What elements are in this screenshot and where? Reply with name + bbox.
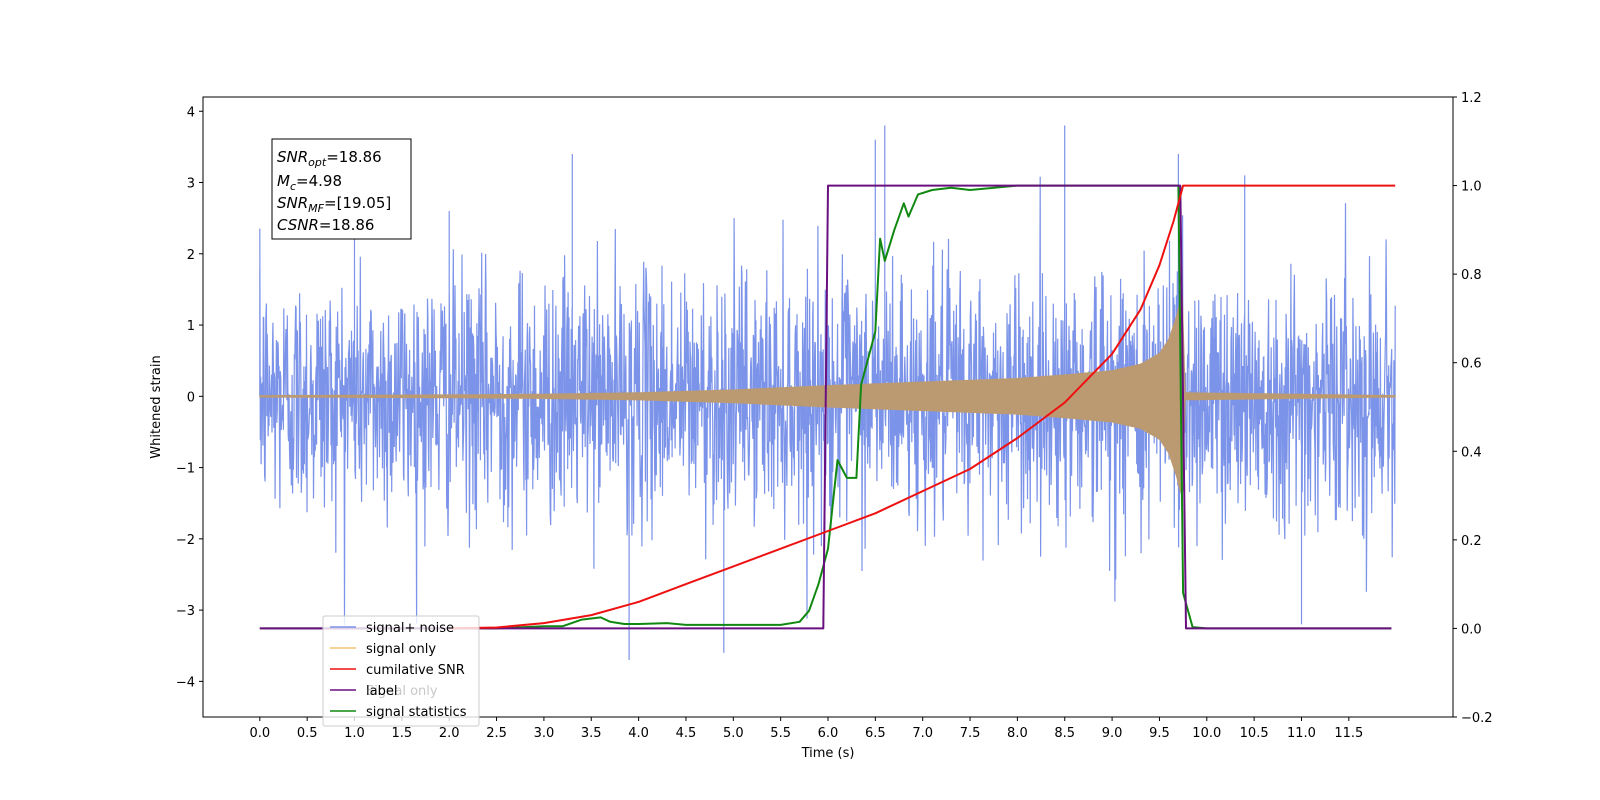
x-tick-label: 11.5 (1334, 726, 1363, 741)
x-tick-label: 11.0 (1287, 726, 1316, 741)
y-axis-right: 1.2 1.0 0.8 0.6 0.4 0.2 0.0 −0.2 (1453, 91, 1493, 726)
x-tick-label: 3.5 (581, 726, 602, 741)
x-tick-label: 6.0 (818, 726, 839, 741)
x-tick-label: 4.5 (676, 726, 697, 741)
legend-item-label: label (330, 684, 397, 699)
y-right-tick-label: 0.0 (1461, 622, 1482, 637)
y-left-tick-label: 3 (187, 177, 195, 192)
annotation-mc: Mc=4.98 (277, 172, 342, 193)
x-tick-label: 2.0 (439, 726, 460, 741)
annotation-box: SNRopt=18.86 Mc=4.98 SNRMF=[19.05] CSNR=… (271, 138, 412, 240)
y-right-tick-label: 1.2 (1461, 91, 1482, 106)
series-signal-only (259, 295, 1396, 497)
line-label (259, 184, 1392, 630)
y-right-tick-label: −0.2 (1461, 711, 1493, 726)
x-tick-label: 0.0 (249, 726, 270, 741)
x-tick-label: 8.5 (1054, 726, 1075, 741)
legend-item-cumilative-snr: cumilative SNR (330, 663, 465, 678)
y-left-tick-label: 0 (187, 390, 195, 405)
line-signal-only (259, 295, 1396, 497)
y-left-tick-label: −1 (176, 462, 195, 477)
svg-text:signal+ noise: signal+ noise (366, 621, 454, 636)
y-right-tick-label: 1.0 (1461, 180, 1482, 195)
svg-text:signal statistics: signal statistics (366, 705, 467, 720)
annotation-snr-mf: SNRMF=[19.05] (277, 194, 391, 215)
x-tick-label: 9.0 (1102, 726, 1123, 741)
y-left-tick-label: 4 (187, 105, 195, 120)
x-tick-label: 6.5 (865, 726, 886, 741)
y-right-tick-label: 0.4 (1461, 445, 1482, 460)
x-tick-label: 10.5 (1240, 726, 1269, 741)
x-tick-label: 4.0 (628, 726, 649, 741)
y-left-tick-label: −2 (176, 533, 195, 548)
x-axis-label: Time (s) (801, 746, 855, 761)
x-tick-label: 0.5 (297, 726, 318, 741)
x-tick-label: 5.5 (770, 726, 791, 741)
y-axis-left: 4 3 2 1 0 −1 −2 −3 −4 (176, 105, 203, 690)
x-tick-label: 3.0 (534, 726, 555, 741)
y-axis-label: Whitened strain (149, 355, 164, 458)
legend-item-signal-noise: signal+ noise (330, 621, 454, 636)
y-right-tick-label: 0.2 (1461, 534, 1482, 549)
legend: Signal only signal+ noise signal only cu… (322, 615, 480, 727)
x-tick-label: 1.5 (392, 726, 413, 741)
y-right-tick-label: 0.6 (1461, 357, 1482, 372)
legend-hidden-text: Signal only (366, 684, 438, 699)
x-tick-label: 9.5 (1149, 726, 1170, 741)
line-cumilative-snr (449, 184, 1396, 630)
line-signal-statistics (259, 184, 1392, 630)
legend-item-signal-statistics: signal statistics (330, 705, 467, 720)
x-tick-label: 7.0 (912, 726, 933, 741)
x-axis: 0.0 0.5 1.0 1.5 2.0 2.5 3.0 3.5 4.0 4.5 5.0 5.5 6.0 6… (249, 717, 1363, 741)
x-tick-label: 8.0 (1007, 726, 1028, 741)
y-left-tick-label: −4 (176, 675, 195, 690)
y-left-tick-label: 1 (187, 319, 195, 334)
svg-text:label: label (366, 684, 397, 699)
svg-text:signal only: signal only (366, 642, 436, 657)
svg-text:cumilative SNR: cumilative SNR (366, 663, 465, 678)
x-tick-label: 5.0 (723, 726, 744, 741)
x-tick-label: 7.5 (960, 726, 981, 741)
y-left-tick-label: 2 (187, 248, 195, 263)
y-left-tick-label: −3 (176, 604, 195, 619)
series-lines (259, 184, 1396, 630)
annotation-csnr: CSNR=18.86 (277, 216, 374, 234)
x-tick-label: 1.0 (344, 726, 365, 741)
x-tick-label: 2.5 (486, 726, 507, 741)
annotation-snr-opt: SNRopt=18.86 (277, 148, 382, 169)
y-right-tick-label: 0.8 (1461, 268, 1482, 283)
x-tick-label: 10.0 (1192, 726, 1221, 741)
legend-item-signal-only: signal only (330, 642, 436, 657)
